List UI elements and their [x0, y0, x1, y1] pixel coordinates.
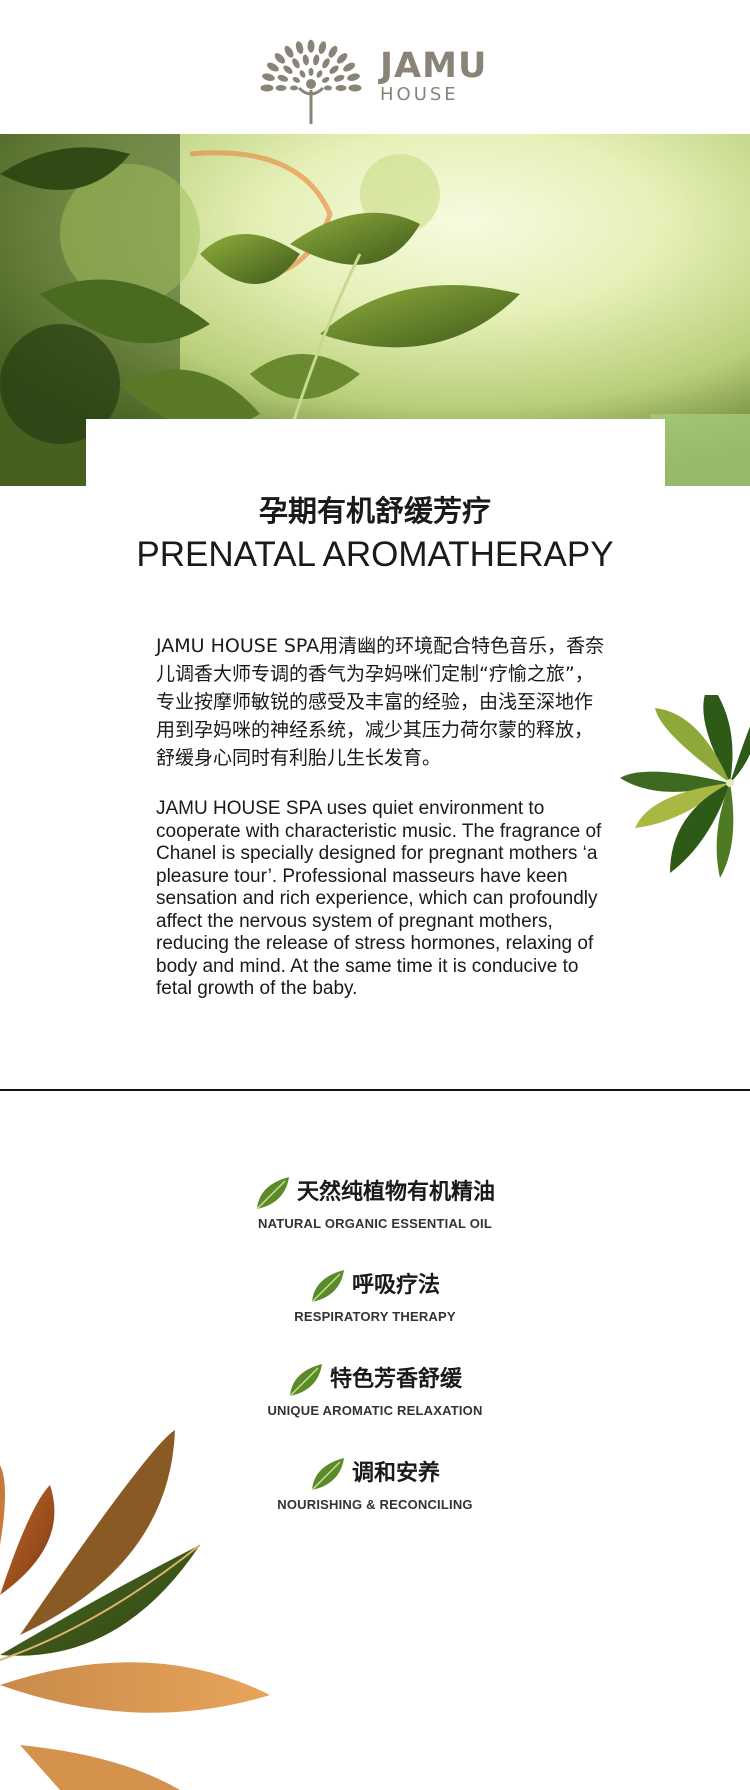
intro-paragraph-chinese: JAMU HOUSE SPA用清幽的环境配合特色音乐，香奈儿调香大师专调的香气为… — [156, 635, 605, 769]
logo-wordmark: JAMU HOUSE — [380, 48, 487, 106]
logo-petal — [277, 74, 289, 82]
autumn-leaves-decoration — [0, 1430, 270, 1790]
logo-petal — [348, 84, 362, 92]
logo-petal — [322, 76, 330, 83]
logo-emblem — [260, 39, 362, 124]
feature-item-nourishing: 调和安养 NOURISHING & RECONCILING — [0, 1456, 750, 1514]
logo-petal — [308, 67, 314, 76]
leaf-icon — [256, 1177, 289, 1210]
logo-petal — [267, 62, 279, 72]
logo-petal — [299, 70, 306, 78]
leaf-icon — [311, 1270, 344, 1303]
feature-title-en: NATURAL ORGANIC ESSENTIAL OIL — [257, 1216, 493, 1231]
logo-petal — [333, 74, 345, 82]
logo-petal — [295, 41, 304, 54]
logo-sub-text: HOUSE — [380, 84, 459, 105]
logo-petal — [347, 73, 360, 81]
logo-petal — [302, 54, 309, 66]
feature-title-en: NOURISHING & RECONCILING — [277, 1497, 473, 1512]
feature-title-en: RESPIRATORY THERAPY — [294, 1309, 456, 1324]
logo-petal — [292, 76, 300, 83]
feature-title-cn: 呼吸疗法 — [351, 1273, 440, 1298]
logo-petal — [316, 70, 323, 78]
logo-petal — [260, 84, 274, 92]
feature-item-respiratory: 呼吸疗法 RESPIRATORY THERAPY — [0, 1268, 750, 1326]
title-english: PRENATAL AROMATHERAPY — [136, 535, 614, 574]
leaf-icon — [311, 1458, 344, 1491]
feature-title-cn: 特色芳香舒缓 — [329, 1367, 462, 1392]
leaf-icon — [289, 1364, 322, 1397]
logo-petal — [335, 85, 347, 91]
feature-title-cn: 天然纯植物有机精油 — [296, 1180, 495, 1205]
intro-paragraph-english: JAMU HOUSE SPA uses quiet environment to… — [156, 798, 602, 999]
logo-petal — [275, 85, 287, 91]
logo-petal — [283, 65, 293, 74]
logo-petal — [284, 45, 294, 58]
logo-petal — [322, 58, 330, 69]
logo-petal — [336, 53, 348, 64]
logo-petal — [329, 65, 339, 74]
section-divider — [0, 1089, 750, 1091]
feature-title-en: UNIQUE AROMATIC RELAXATION — [267, 1403, 483, 1418]
feature-title-cn: 调和安养 — [351, 1461, 440, 1486]
title-chinese: 孕期有机舒缓芳疗 — [258, 494, 491, 528]
logo-petal — [262, 73, 275, 81]
logo-petal — [292, 58, 300, 69]
logo-petal — [313, 54, 320, 66]
logo-petal — [290, 85, 298, 91]
logo-petal — [274, 53, 286, 64]
logo-petal — [324, 85, 332, 91]
variegated-leaf-decoration — [620, 695, 750, 878]
feature-item-natural-oil: 天然纯植物有机精油 NATURAL ORGANIC ESSENTIAL OIL — [0, 1175, 750, 1233]
logo-petal — [328, 45, 338, 58]
logo-petal — [307, 39, 315, 53]
logo-petal — [318, 41, 327, 54]
logo-main-text: JAMU — [380, 46, 488, 86]
logo-petal — [343, 62, 355, 72]
feature-item-aromatic: 特色芳香舒缓 UNIQUE AROMATIC RELAXATION — [0, 1362, 750, 1420]
content-card-top — [86, 419, 665, 509]
